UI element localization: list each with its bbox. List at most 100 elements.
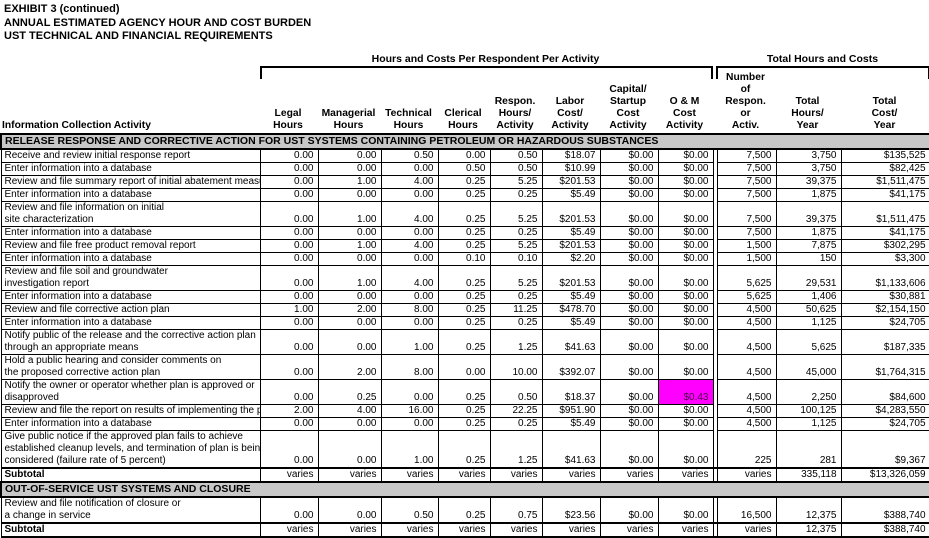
table-row: Notify the owner or operator whether pla…: [0, 379, 929, 405]
value-cell: varies: [437, 522, 491, 538]
value-cell: $0.00: [657, 329, 714, 355]
value-cell: 0.00: [317, 188, 382, 202]
table-row: Enter information into a database 0.00 0.0…: [0, 226, 929, 240]
value-cell: $5.49: [541, 226, 601, 240]
value-cell: 1.25: [489, 329, 543, 355]
value-cell: varies: [259, 467, 319, 483]
value-cell: 0.00: [317, 226, 382, 240]
value-cell: $5.49: [541, 290, 601, 304]
value-cell: 1.25: [489, 430, 543, 469]
value-cell: 3,750: [775, 148, 842, 163]
table-row: Enter information into a database 0.00 0.0…: [0, 316, 929, 330]
value-cell: 0.00: [259, 226, 319, 240]
value-cell: 1.00: [317, 265, 382, 291]
value-cell: varies: [437, 467, 491, 483]
value-cell: $201.53: [541, 265, 601, 291]
value-cell: 0.00: [259, 252, 319, 266]
column-header-managerial-hours: Managerial Hours: [321, 108, 376, 131]
value-cell: 29,531: [775, 265, 842, 291]
value-cell: varies: [489, 522, 543, 538]
table-row: Enter information into a database 0.00 0.0…: [0, 252, 929, 266]
value-cell: $0.00: [599, 175, 659, 189]
column-header-activity: Information Collection Activity: [2, 120, 151, 131]
value-cell: 0.50: [489, 379, 543, 405]
value-cell: 0.25: [437, 175, 491, 189]
value-cell: 0.00: [259, 265, 319, 291]
burden-table: RELEASE RESPONSE AND CORRECTIVE ACTION F…: [0, 133, 929, 538]
value-cell: 0.25: [437, 316, 491, 330]
value-cell: $0.00: [657, 252, 714, 266]
activity-cell: Enter information into a database: [0, 290, 261, 304]
column-header-number-respon: Number of Respon. or Activ.: [725, 72, 766, 131]
value-cell: 281: [775, 430, 842, 469]
value-cell: 4.00: [380, 201, 439, 227]
table-row: Review and file information on initial si…: [0, 201, 929, 227]
value-cell: 2.00: [317, 354, 382, 380]
value-cell: $0.00: [657, 265, 714, 291]
value-cell: $9,367: [840, 430, 929, 469]
value-cell: 2,250: [775, 379, 842, 405]
value-cell: $0.00: [657, 404, 714, 418]
value-cell: $24,705: [840, 316, 929, 330]
value-cell: $0.00: [599, 265, 659, 291]
value-cell: 2.00: [259, 404, 319, 418]
value-cell: 0.25: [437, 404, 491, 418]
value-cell: 0.00: [317, 329, 382, 355]
value-cell: 2.00: [317, 303, 382, 317]
activity-cell: Review and file corrective action plan: [0, 303, 261, 317]
value-cell: 335,118: [775, 467, 842, 483]
value-cell: 0.25: [317, 379, 382, 405]
value-cell: 0.00: [380, 316, 439, 330]
value-cell: $30,881: [840, 290, 929, 304]
value-cell: $0.00: [657, 303, 714, 317]
column-header-capital-startup-cost: Capital/ Startup Cost Activity: [609, 84, 647, 131]
value-cell: varies: [541, 522, 601, 538]
value-cell: 7,500: [716, 162, 777, 176]
value-cell: $2,154,150: [840, 303, 929, 317]
value-cell: $201.53: [541, 201, 601, 227]
value-cell: 0.25: [437, 379, 491, 405]
value-cell: $201.53: [541, 175, 601, 189]
activity-cell: Review and file free product removal rep…: [0, 239, 261, 253]
value-cell: $4,283,550: [840, 404, 929, 418]
value-cell: 1.00: [317, 201, 382, 227]
value-cell: 8.00: [380, 303, 439, 317]
activity-cell: Notify public of the release and the cor…: [0, 329, 261, 355]
value-cell: 0.50: [489, 148, 543, 163]
title-line-1: EXHIBIT 3 (continued): [4, 3, 120, 15]
value-cell: $0.00: [657, 175, 714, 189]
value-cell: 0.25: [437, 201, 491, 227]
activity-cell: Receive and review initial response repo…: [0, 148, 261, 163]
title-line-3: UST TECHNICAL AND FINANCIAL REQUIREMENTS: [4, 30, 273, 42]
value-cell: 0.00: [259, 175, 319, 189]
value-cell: 0.00: [380, 162, 439, 176]
value-cell: 3,750: [775, 162, 842, 176]
value-cell: 4,500: [716, 379, 777, 405]
value-cell: $1,133,606: [840, 265, 929, 291]
column-header-total-cost: Total Cost/ Year: [871, 96, 898, 131]
value-cell: varies: [317, 522, 382, 538]
value-cell: $0.00: [599, 496, 659, 524]
value-cell: 150: [775, 252, 842, 266]
value-cell: 5,625: [716, 265, 777, 291]
value-cell: 39,375: [775, 175, 842, 189]
table-row: Enter information into a database 0.00 0.0…: [0, 188, 929, 202]
value-cell: 22.25: [489, 404, 543, 418]
value-cell: 5,625: [775, 329, 842, 355]
value-cell: 1,875: [775, 226, 842, 240]
value-cell: $187,335: [840, 329, 929, 355]
group-header-totals: Total Hours and Costs: [766, 53, 879, 65]
value-cell: $1,511,475: [840, 201, 929, 227]
value-cell: $0.00: [657, 417, 714, 431]
value-cell: $84,600: [840, 379, 929, 405]
value-cell: 1,125: [775, 316, 842, 330]
per-respondent-bracket: [260, 66, 713, 79]
value-cell: 0.25: [437, 290, 491, 304]
value-cell: 0.00: [259, 188, 319, 202]
value-cell: $0.00: [599, 303, 659, 317]
value-cell: $41.63: [541, 430, 601, 469]
subtotal-row: Subtotal varies varies varies varies varies va…: [0, 522, 929, 538]
value-cell: 0.00: [259, 148, 319, 163]
value-cell: $0.00: [657, 496, 714, 524]
